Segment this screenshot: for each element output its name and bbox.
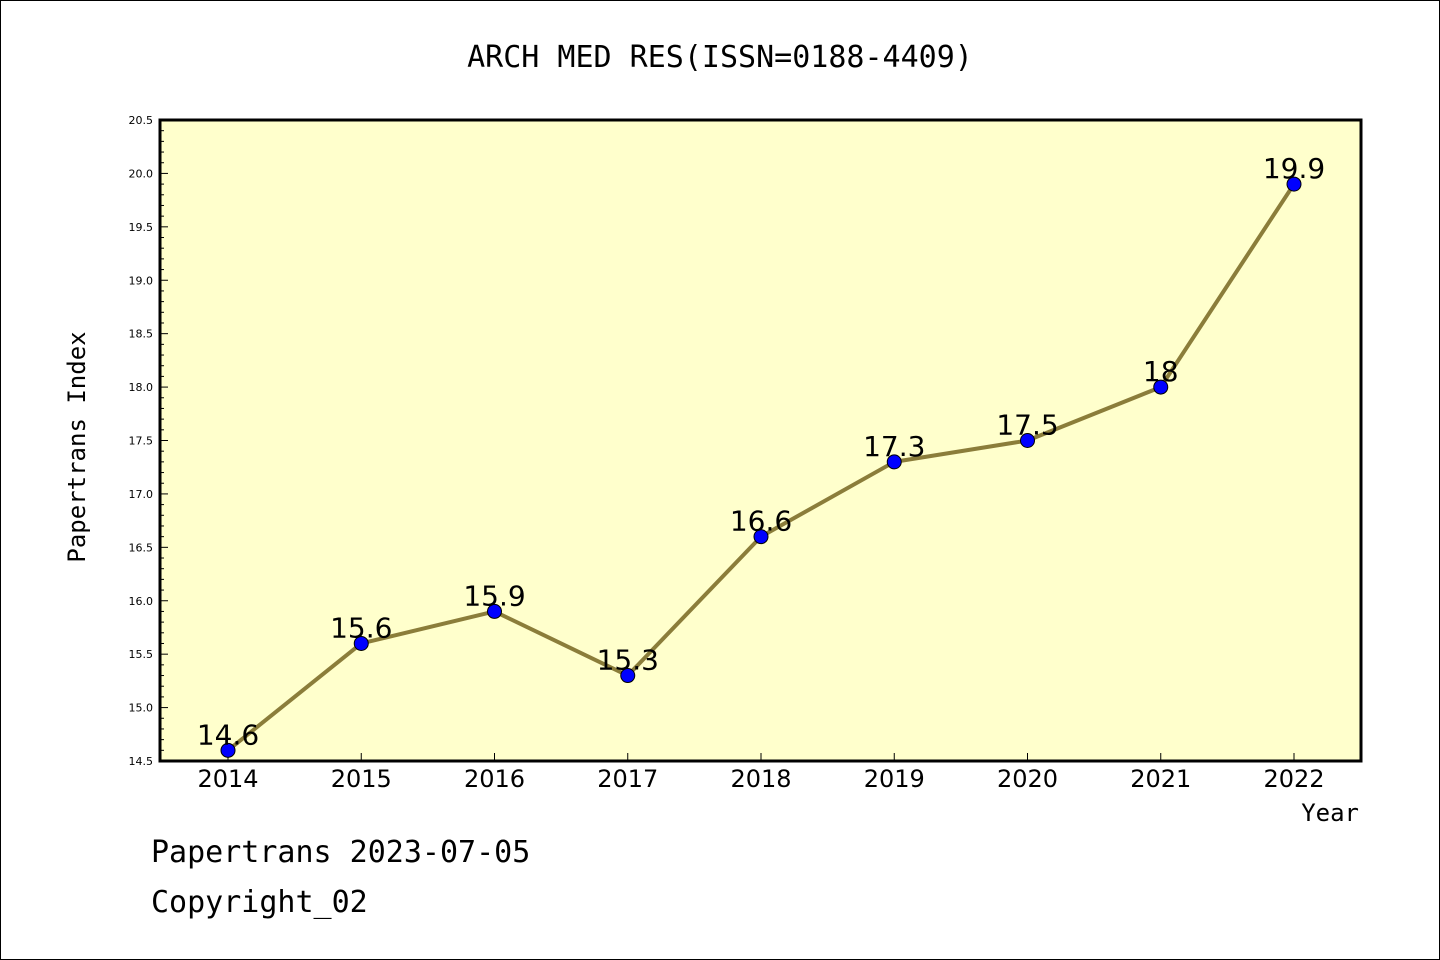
x-tick-label: 2022: [1263, 765, 1324, 793]
footer-copyright: Copyright_02: [151, 885, 368, 920]
y-tick-label: 19.5: [129, 221, 154, 234]
data-point: [1153, 379, 1169, 395]
data-point: [487, 603, 502, 619]
y-tick-label: 15.0: [129, 702, 154, 715]
chart-title: ARCH MED RES(ISSN=0188-4409): [467, 40, 973, 75]
data-point: [1020, 433, 1035, 448]
data-label: 15.6: [330, 611, 392, 644]
data-label: 19.9: [1263, 152, 1325, 185]
x-tick-label: 2015: [331, 765, 392, 793]
y-tick-label: 14.5: [129, 755, 154, 768]
data-label: 14.6: [197, 718, 259, 751]
x-axis-label: Year: [1301, 799, 1359, 827]
x-tick-label: 2016: [464, 765, 525, 793]
x-tick-label: 2021: [1130, 765, 1191, 793]
y-tick-label: 16.0: [129, 595, 154, 608]
y-tick-label: 16.5: [129, 541, 154, 554]
x-tick-label: 2020: [997, 765, 1058, 793]
data-labels: 14.6 15.6 15.9 15.3 16.6 17.3 17.5 18 19.9: [197, 152, 1325, 751]
x-tick-label: 2018: [730, 765, 791, 793]
y-axis-label: Papertrans Index: [63, 331, 91, 562]
footer-date: Papertrans 2023-07-05: [151, 835, 531, 870]
y-tick-label: 18.5: [129, 328, 154, 341]
y-tick-label: 20.5: [129, 114, 154, 127]
data-label: 18: [1143, 355, 1179, 388]
y-axis: 14.5 15.0 15.5 16.0 16.5 17.0 17.5 18.0 18.5 19.0…: [129, 114, 168, 768]
y-tick-label: 18.0: [129, 381, 154, 394]
data-point: [620, 668, 636, 684]
data-label: 17.3: [863, 430, 925, 463]
data-point: [220, 742, 236, 758]
data-label: 17.5: [996, 409, 1058, 442]
data-point: [1286, 176, 1302, 192]
x-tick-label: 2017: [597, 765, 658, 793]
data-points: [220, 176, 1302, 758]
plot-area: [158, 118, 1363, 763]
x-axis: 2014 2015 2016 2017 2018 2019 2020 2021 2022: [197, 753, 1325, 793]
data-point: [886, 454, 902, 470]
x-tick-label: 2019: [864, 765, 925, 793]
y-tick-label: 17.5: [129, 435, 154, 448]
data-label: 16.6: [730, 505, 792, 538]
y-tick-label: 19.0: [129, 274, 154, 287]
data-label: 15.3: [597, 644, 659, 677]
x-tick-label: 2014: [197, 765, 258, 793]
data-point: [753, 529, 769, 545]
y-tick-label: 20.0: [129, 167, 154, 180]
data-label: 15.9: [463, 579, 525, 612]
y-tick-label: 15.5: [129, 648, 154, 661]
data-point: [353, 635, 369, 651]
y-tick-label: 17.0: [129, 488, 154, 501]
